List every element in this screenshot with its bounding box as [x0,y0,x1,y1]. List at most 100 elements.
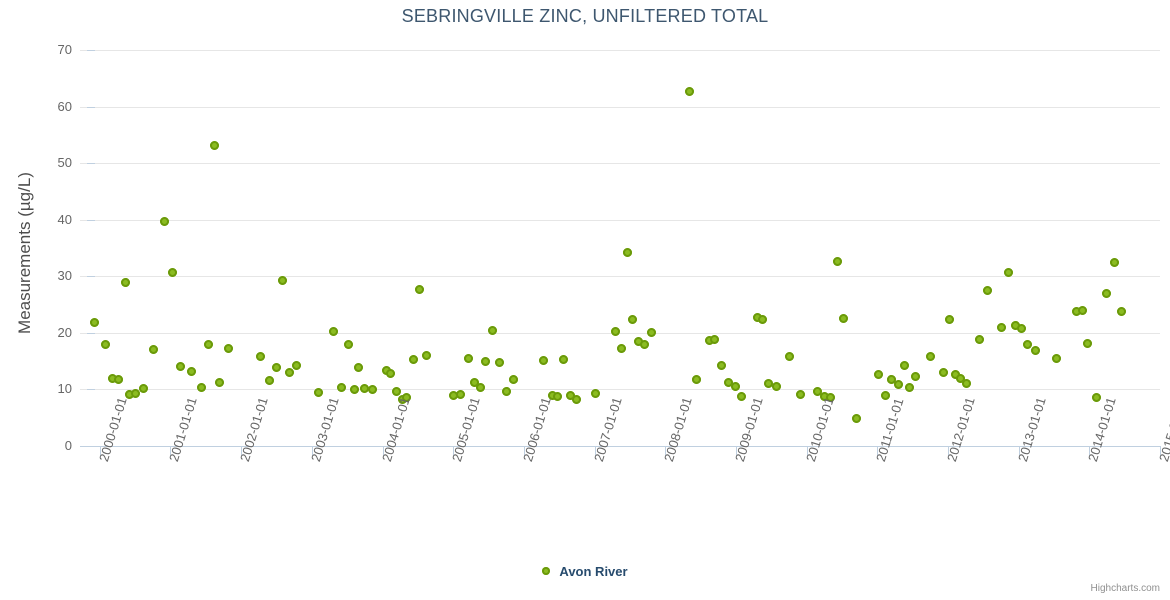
data-point[interactable] [120,278,130,287]
data-point[interactable] [359,384,369,394]
data-point[interactable] [881,391,891,401]
data-point[interactable] [710,334,720,344]
data-point[interactable] [974,334,984,344]
data-point[interactable] [893,380,903,390]
data-point[interactable] [344,339,354,349]
data-point[interactable] [139,384,149,394]
data-point[interactable] [349,384,359,394]
data-point[interactable] [961,379,971,389]
data-point[interactable] [204,339,214,349]
data-point[interactable] [264,375,274,385]
data-point[interactable] [314,387,324,397]
data-point[interactable] [1083,338,1093,348]
data-point[interactable] [910,371,920,381]
data-point[interactable] [455,390,465,400]
data-point[interactable] [737,392,747,402]
data-point[interactable] [502,386,512,396]
data-point[interactable] [509,374,519,384]
data-point[interactable] [448,390,458,400]
data-point[interactable] [826,392,836,402]
data-point[interactable] [539,356,549,366]
data-point[interactable] [386,368,396,378]
data-point[interactable] [1011,321,1021,330]
data-point[interactable] [785,352,795,362]
data-point[interactable] [1052,354,1062,364]
data-point[interactable] [168,268,178,278]
data-point[interactable] [215,377,225,387]
data-point[interactable] [368,384,378,394]
data-point[interactable] [149,345,158,355]
data-point[interactable] [926,352,936,362]
data-point[interactable] [983,285,993,295]
data-point[interactable] [558,354,568,364]
data-point[interactable] [209,140,219,150]
data-point[interactable] [851,413,861,423]
data-point[interactable] [277,276,287,286]
data-point[interactable] [886,374,896,384]
data-point[interactable] [547,391,557,401]
data-point[interactable] [820,391,830,401]
data-point[interactable] [353,363,363,373]
data-point[interactable] [704,336,714,346]
data-point[interactable] [1004,268,1014,278]
data-point[interactable] [622,248,632,258]
data-point[interactable] [833,256,843,266]
data-point[interactable] [571,395,581,405]
data-point[interactable] [1077,305,1087,315]
data-point[interactable] [684,86,694,96]
data-point[interactable] [256,352,266,362]
data-point[interactable] [591,388,601,398]
data-point[interactable] [475,383,485,393]
data-point[interactable] [752,313,762,323]
data-point[interactable] [89,317,99,327]
data-point[interactable] [628,314,638,324]
data-point[interactable] [838,314,848,324]
data-point[interactable] [100,340,110,350]
data-point[interactable] [175,362,185,372]
data-point[interactable] [337,382,347,392]
legend-item-avon-river[interactable]: Avon River [542,563,628,579]
data-point[interactable] [481,357,491,367]
data-point[interactable] [646,327,656,337]
data-point[interactable] [899,361,909,371]
data-point[interactable] [724,378,734,388]
data-point[interactable] [160,217,170,227]
data-point[interactable] [1110,258,1120,268]
data-point[interactable] [469,378,479,388]
data-point[interactable] [392,387,402,397]
data-point[interactable] [421,350,431,360]
data-point[interactable] [223,343,233,353]
data-point[interactable] [328,327,338,337]
data-point[interactable] [187,367,197,377]
data-point[interactable] [1031,345,1041,355]
data-point[interactable] [124,390,134,400]
data-point[interactable] [691,374,701,384]
data-point[interactable] [905,382,915,392]
data-point[interactable] [997,323,1007,333]
data-point[interactable] [381,365,391,375]
data-point[interactable] [1016,324,1026,334]
data-point[interactable] [731,381,741,391]
data-point[interactable] [130,389,140,399]
data-point[interactable] [488,326,498,336]
data-point[interactable] [284,367,294,377]
data-point[interactable] [402,393,412,403]
data-point[interactable] [956,373,966,383]
data-point[interactable] [616,343,626,353]
data-point[interactable] [1022,339,1032,349]
data-point[interactable] [1091,392,1101,402]
data-point[interactable] [1101,289,1111,299]
data-point[interactable] [796,390,806,400]
data-point[interactable] [495,357,505,367]
data-point[interactable] [409,354,419,364]
data-point[interactable] [950,370,960,380]
data-point[interactable] [772,382,782,392]
data-point[interactable] [717,361,727,371]
data-point[interactable] [1072,307,1082,317]
data-point[interactable] [763,379,773,389]
data-point[interactable] [633,337,643,347]
data-point[interactable] [414,284,424,294]
data-point[interactable] [944,315,954,325]
data-point[interactable] [939,367,949,377]
data-point[interactable] [291,361,301,371]
